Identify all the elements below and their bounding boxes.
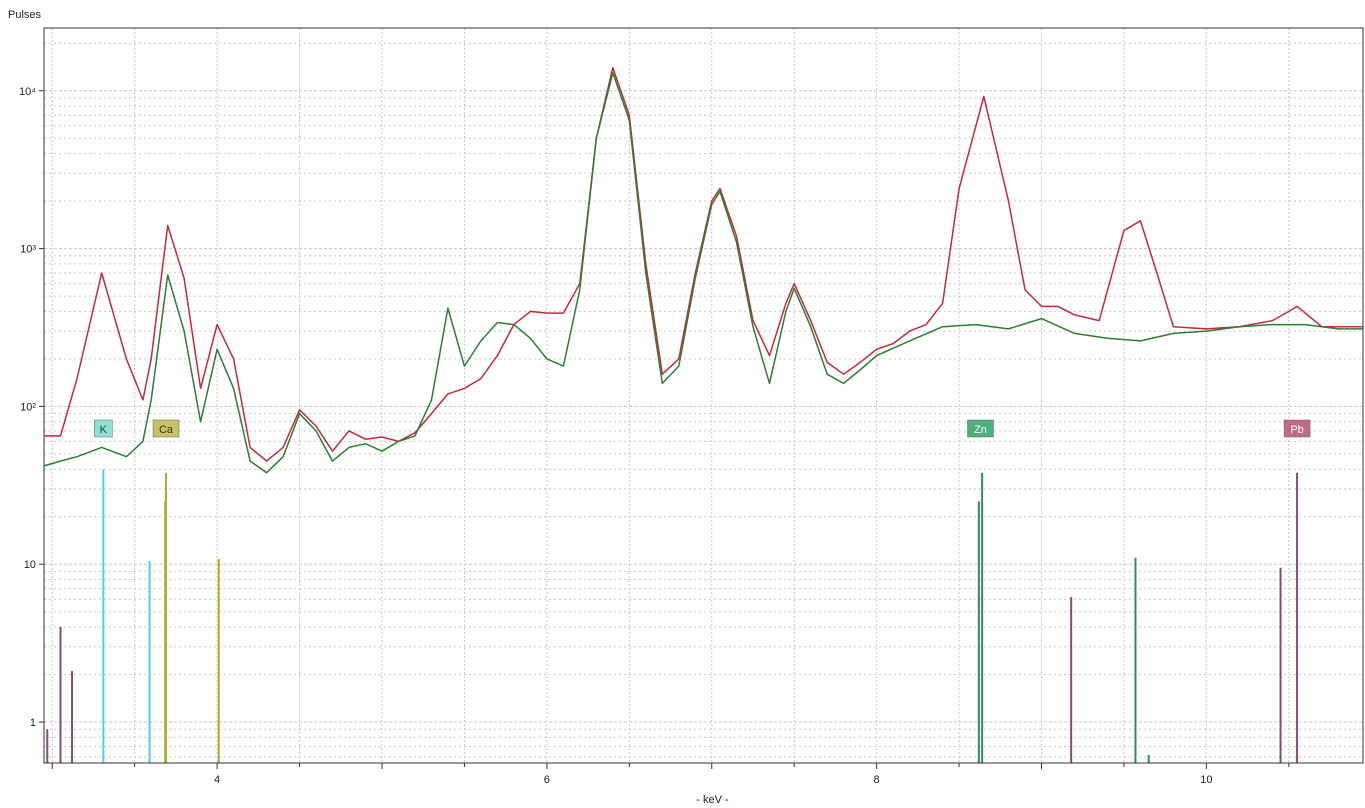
x-tick-label: 6 bbox=[544, 774, 550, 786]
series-line-1 bbox=[44, 66, 1363, 462]
element-label-box bbox=[152, 419, 180, 438]
y-tick-label: 10⁴ bbox=[19, 86, 36, 98]
series-line-2 bbox=[43, 72, 1363, 474]
x-axis-title: - keV - bbox=[696, 794, 729, 806]
x-tick-label: 10 bbox=[1200, 774, 1212, 786]
y-tick-label: 10² bbox=[20, 401, 36, 413]
element-label-ca: Ca bbox=[159, 424, 174, 436]
x-tick-label: 8 bbox=[874, 774, 880, 786]
y-tick-label: 1 bbox=[30, 717, 36, 729]
element-label-box bbox=[1283, 419, 1311, 438]
element-label-zn: Zn bbox=[974, 424, 987, 436]
x-tick-label: 4 bbox=[214, 774, 220, 786]
element-label-k: K bbox=[100, 424, 108, 436]
element-label-box bbox=[967, 419, 994, 438]
element-label-pb: Pb bbox=[1290, 424, 1303, 436]
plot-frame bbox=[43, 27, 1364, 764]
y-tick-label: 10 bbox=[24, 559, 36, 571]
y-axis-title: Pulses bbox=[8, 9, 42, 21]
plot-background bbox=[44, 28, 1363, 763]
element-label-box bbox=[94, 419, 113, 438]
y-tick-label: 10³ bbox=[20, 244, 36, 256]
